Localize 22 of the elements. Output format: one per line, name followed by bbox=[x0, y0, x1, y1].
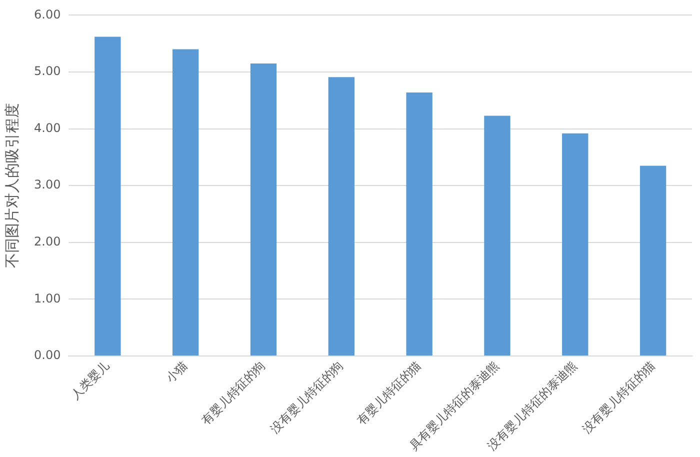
x-tick-label: 有婴儿特征的狗 bbox=[198, 358, 268, 428]
y-axis-title: 不同图片对人的吸引程度 bbox=[2, 103, 21, 268]
bar bbox=[484, 116, 510, 356]
y-tick-label: 4.00 bbox=[34, 120, 61, 135]
x-tick-label: 人类婴儿 bbox=[68, 358, 112, 402]
bar bbox=[640, 166, 666, 356]
y-tick-label: 0.00 bbox=[34, 348, 61, 362]
x-tick-label: 没有婴儿特征的猫 bbox=[580, 358, 658, 436]
bar bbox=[406, 92, 432, 356]
x-tick-label: 有婴儿特征的猫 bbox=[354, 358, 424, 428]
bar bbox=[172, 49, 199, 356]
bar bbox=[94, 36, 121, 356]
bar bbox=[328, 77, 354, 356]
x-tick-label: 小猫 bbox=[163, 358, 190, 386]
bar bbox=[250, 63, 277, 356]
y-tick-label: 6.00 bbox=[34, 7, 61, 22]
y-tick-label: 5.00 bbox=[34, 64, 61, 78]
x-tick-label: 没有婴儿特征的狗 bbox=[268, 358, 346, 436]
y-tick-label: 3.00 bbox=[34, 178, 61, 192]
y-tick-label: 1.00 bbox=[34, 291, 61, 306]
bar bbox=[562, 133, 588, 356]
y-tick-label: 2.00 bbox=[34, 234, 61, 248]
